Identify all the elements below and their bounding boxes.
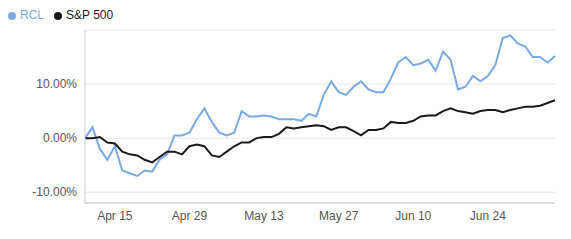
svg-text:May 27: May 27 [319, 209, 359, 223]
svg-text:10.00%: 10.00% [36, 77, 77, 91]
svg-text:Apr 15: Apr 15 [97, 209, 133, 223]
html-text:S&P 500: S&P 500 [66, 8, 114, 22]
svg-text:Jun 24: Jun 24 [470, 209, 506, 223]
svg-text:May 13: May 13 [244, 209, 284, 223]
svg-text:0.00%: 0.00% [43, 131, 77, 145]
svg-text:Jun 10: Jun 10 [395, 209, 431, 223]
svg-text:Apr 29: Apr 29 [172, 209, 208, 223]
svg-text:-10.00%: -10.00% [32, 185, 77, 199]
html-text:RCL: RCL [20, 8, 44, 22]
